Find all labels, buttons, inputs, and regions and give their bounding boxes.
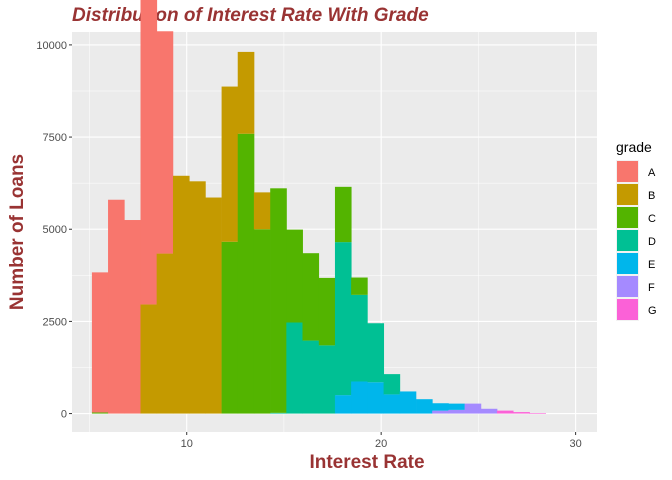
x-tick-label: 30 (569, 438, 581, 450)
legend-swatch-A (617, 161, 638, 182)
bar-segment-grade-F (480, 408, 498, 414)
bar-segment-grade-C (334, 186, 352, 243)
bar-segment-grade-D (286, 322, 303, 414)
bar-segment-grade-C (318, 277, 336, 346)
bar-segment-grade-C (286, 229, 303, 323)
bar-segment-grade-A (91, 272, 109, 413)
bar-segment-grade-D (351, 294, 368, 382)
bar-segment-grade-B (205, 197, 222, 414)
bar-segment-grade-C (302, 253, 320, 341)
legend-label-D: D (648, 236, 656, 248)
bar-segment-grade-E (416, 399, 433, 414)
axis-ticks: 0 2500 5000 7500 10000 10 20 30 (36, 40, 581, 450)
legend-label-C: C (648, 213, 656, 225)
bar-segment-grade-A (140, 0, 158, 305)
legend-swatch-C (617, 207, 638, 228)
bar-segment-grade-B (253, 192, 271, 230)
bar-segment-grade-C (237, 133, 255, 414)
bar-segment-grade-C (91, 412, 109, 414)
legend-label-A: A (648, 167, 656, 179)
bar-segment-grade-B (189, 181, 206, 414)
bar-segment-grade-E (399, 391, 417, 414)
bar-segment-grade-C (253, 229, 271, 414)
bar-segment-grade-D (318, 345, 336, 414)
x-axis-title: Interest Rate (309, 452, 425, 473)
bar-segment-grade-E (432, 403, 449, 411)
bar-segment-grade-F (432, 410, 449, 414)
bar-segment-grade-E (351, 381, 368, 414)
x-tick-label: 20 (375, 438, 387, 450)
bar-segment-grade-A (124, 220, 141, 414)
bar-segment-grade-E (448, 403, 465, 410)
bar-segment-grade-C (351, 277, 368, 295)
y-tick-label: 5000 (43, 224, 67, 236)
bar-segment-grade-A (156, 31, 174, 254)
bar-segment-grade-D (367, 323, 385, 383)
bar-segment-grade-B (140, 304, 158, 414)
bar-segment-grade-D (383, 374, 401, 395)
legend-swatch-F (617, 276, 638, 297)
bar-segment-grade-F (448, 409, 465, 414)
y-tick-label: 2500 (43, 316, 67, 328)
bar-segment-grade-B (221, 86, 239, 242)
chart-title: Distribution of Interest Rate With Grade (72, 5, 429, 26)
bars (91, 0, 546, 414)
legend-swatch-D (617, 230, 638, 251)
bar-segment-grade-C (221, 241, 239, 414)
bar-segment-grade-D (302, 340, 320, 414)
legend-swatch-B (617, 184, 638, 205)
y-tick-label: 7500 (43, 132, 67, 144)
bar-segment-grade-B (172, 175, 190, 414)
legend-label-B: B (648, 190, 655, 202)
bar-segment-grade-E (334, 395, 352, 414)
legend-swatch-E (617, 253, 638, 274)
bar-segment-grade-D (334, 242, 352, 396)
bar-segment-grade-G (513, 412, 530, 414)
legend-label-F: F (648, 282, 655, 294)
y-tick-label: 0 (61, 409, 67, 421)
bar-segment-grade-A (108, 199, 125, 414)
legend-label-E: E (648, 259, 655, 271)
bar-segment-grade-B (237, 51, 255, 134)
legend-swatch-G (617, 299, 638, 320)
y-tick-label: 10000 (36, 40, 67, 52)
bar-segment-grade-F (464, 403, 482, 414)
bar-segment-grade-E (383, 394, 401, 414)
bar-segment-grade-E (367, 382, 385, 414)
bar-segment-grade-D (270, 412, 287, 414)
legend-label-G: G (648, 305, 657, 317)
x-tick-label: 10 (181, 438, 193, 450)
bar-segment-grade-G (529, 413, 546, 414)
legend-title: grade (616, 139, 652, 155)
bar-segment-grade-C (270, 188, 287, 413)
bar-segment-grade-B (156, 253, 174, 414)
bar-segment-grade-G (496, 410, 514, 414)
